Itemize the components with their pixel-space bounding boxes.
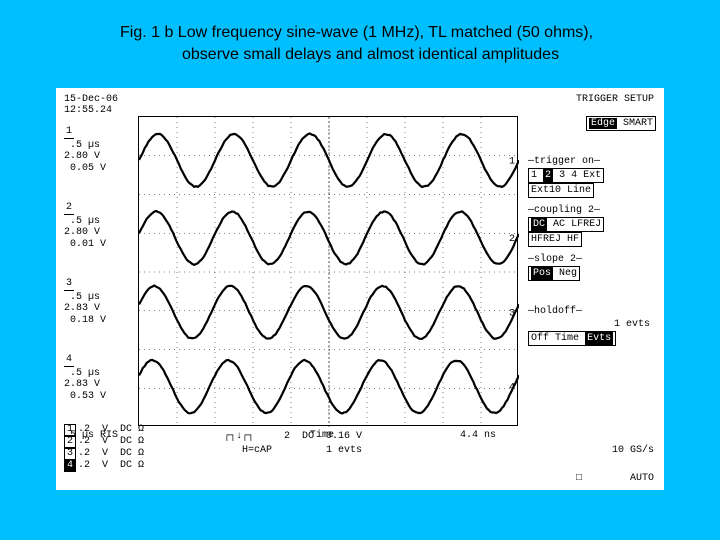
edge-option[interactable]: Edge: [589, 118, 617, 129]
grid-svg: 1 2 3 4: [139, 117, 519, 427]
ext10-line[interactable]: Ext10 Line: [528, 183, 594, 198]
channel-1-info: 1 .5 µs 2.80 V 0.05 V: [64, 126, 136, 174]
channel-3-info: 3 .5 µs 2.83 V 0.18 V: [64, 278, 136, 326]
channel-summary-list: 1.2 V DC Ω2.2 V DC Ω3.2 V DC Ω4.2 V DC Ω: [64, 424, 204, 472]
edge-smart-box: Edge SMART: [586, 116, 656, 131]
caption-line-2: observe small delays and almost identica…: [120, 46, 559, 63]
bottom-status-strip: 1.2 V DC Ω2.2 V DC Ω3.2 V DC Ω4.2 V DC Ω…: [64, 424, 656, 482]
coupling-row-1[interactable]: DC AC LFREJ: [528, 217, 604, 232]
figure-caption: Fig. 1 b Low frequency sine-wave (1 MHz)…: [120, 22, 660, 65]
datetime-stamp: 15-Dec-06 12:55.24: [64, 94, 118, 116]
trigger-setup-header: TRIGGER SETUP: [576, 94, 654, 105]
waveform-grid: 1 2 3 4: [138, 116, 518, 426]
channel-2-info: 2 .5 µs 2.80 V 0.01 V: [64, 202, 136, 250]
trigger-on-options[interactable]: 1 2 3 4 Ext: [528, 168, 604, 183]
slope-options[interactable]: Pos Neg: [528, 266, 580, 281]
channel-4-info: 4 .5 µs 2.83 V 0.53 V: [64, 354, 136, 402]
svg-text:3: 3: [509, 308, 515, 319]
smart-option[interactable]: SMART: [623, 118, 653, 129]
holdoff-options[interactable]: Off Time Evts: [528, 331, 616, 346]
bottom-right-info: 10 GS/s □ AUTO: [524, 444, 654, 486]
svg-text:1: 1: [509, 156, 515, 167]
holdoff-label: —holdoff—: [528, 305, 656, 318]
caption-line-1: Fig. 1 b Low frequency sine-wave (1 MHz)…: [120, 24, 593, 41]
trigger-on-label: —trigger on—: [528, 155, 656, 168]
svg-text:2: 2: [509, 234, 515, 245]
coupling-row-2[interactable]: HFREJ HF: [528, 232, 582, 247]
coupling-label: —coupling 2—: [528, 204, 656, 217]
oscilloscope-screenshot: 15-Dec-06 12:55.24 TRIGGER SETUP 1 2 3 4 .5…: [56, 88, 664, 490]
right-settings-panel: Edge SMART —trigger on— 1 2 3 4 Ext Ext1…: [528, 116, 656, 346]
slope-label: —slope 2—: [528, 253, 656, 266]
svg-text:4: 4: [509, 383, 515, 394]
holdoff-events: 1 evts: [528, 318, 656, 331]
bottom-center-info: ┌┐↓┌┐ 2 DC 0.16 V H=cAP 1 evts: [224, 430, 484, 458]
